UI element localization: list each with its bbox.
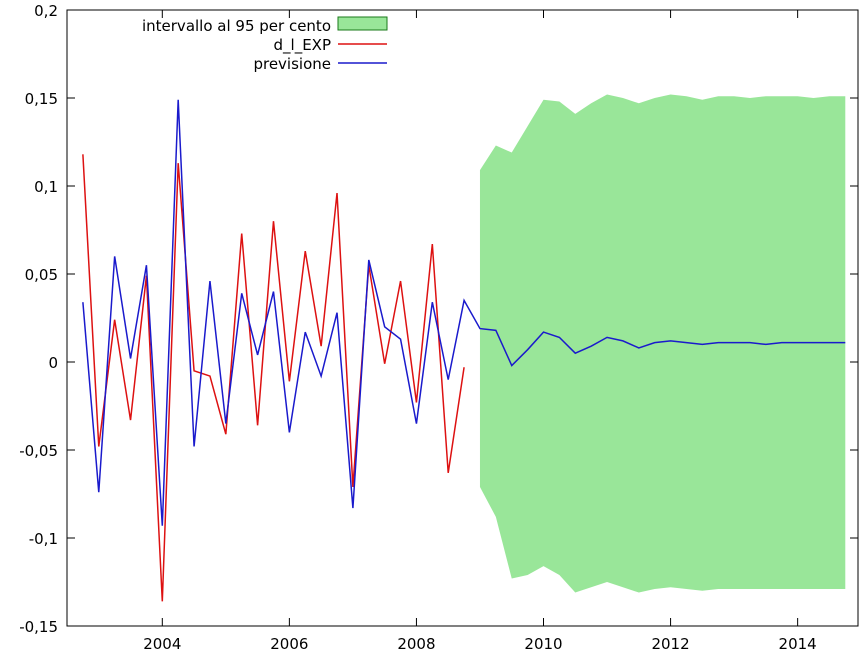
- y-tick-label: 0,15: [25, 90, 58, 108]
- series-line-d-l-exp: [82, 154, 465, 602]
- x-tick-label: 2004: [143, 635, 181, 653]
- legend-swatch-band: [337, 16, 388, 31]
- plot-frame: [66, 9, 859, 627]
- y-tick-label: 0,05: [25, 266, 58, 284]
- y-tick-label: -0,05: [19, 442, 58, 460]
- x-tick-label: 2006: [270, 635, 308, 653]
- confidence-band-layer: [479, 94, 846, 593]
- y-tick-label: 0,1: [34, 178, 58, 196]
- y-tick-label: -0,1: [29, 530, 58, 548]
- x-tick-label: 2010: [524, 635, 562, 653]
- confidence-band-area: [479, 94, 846, 593]
- legend-label-previsione: previsione: [253, 55, 331, 73]
- x-tick-label: 2014: [779, 635, 817, 653]
- series-layer: [82, 99, 846, 602]
- y-tick-label: 0,2: [34, 2, 58, 20]
- series-line-previsione: [82, 99, 846, 526]
- legend: intervallo al 95 per cento d_l_EXP previ…: [142, 16, 388, 73]
- x-tick-label: 2012: [651, 635, 689, 653]
- y-tick-label: -0,15: [19, 618, 58, 636]
- y-axis-ticks: 0,2 0,15 0,1 0,05 0 -0,05 -0,1 -0,15: [19, 2, 858, 636]
- x-tick-label: 2008: [397, 635, 435, 653]
- y-tick-label: 0: [48, 354, 58, 372]
- legend-label-d-l-exp: d_l_EXP: [274, 36, 332, 55]
- x-axis-ticks: 2004 2006 2008 2010 2012 2014: [143, 10, 817, 653]
- legend-label-band: intervallo al 95 per cento: [142, 17, 331, 35]
